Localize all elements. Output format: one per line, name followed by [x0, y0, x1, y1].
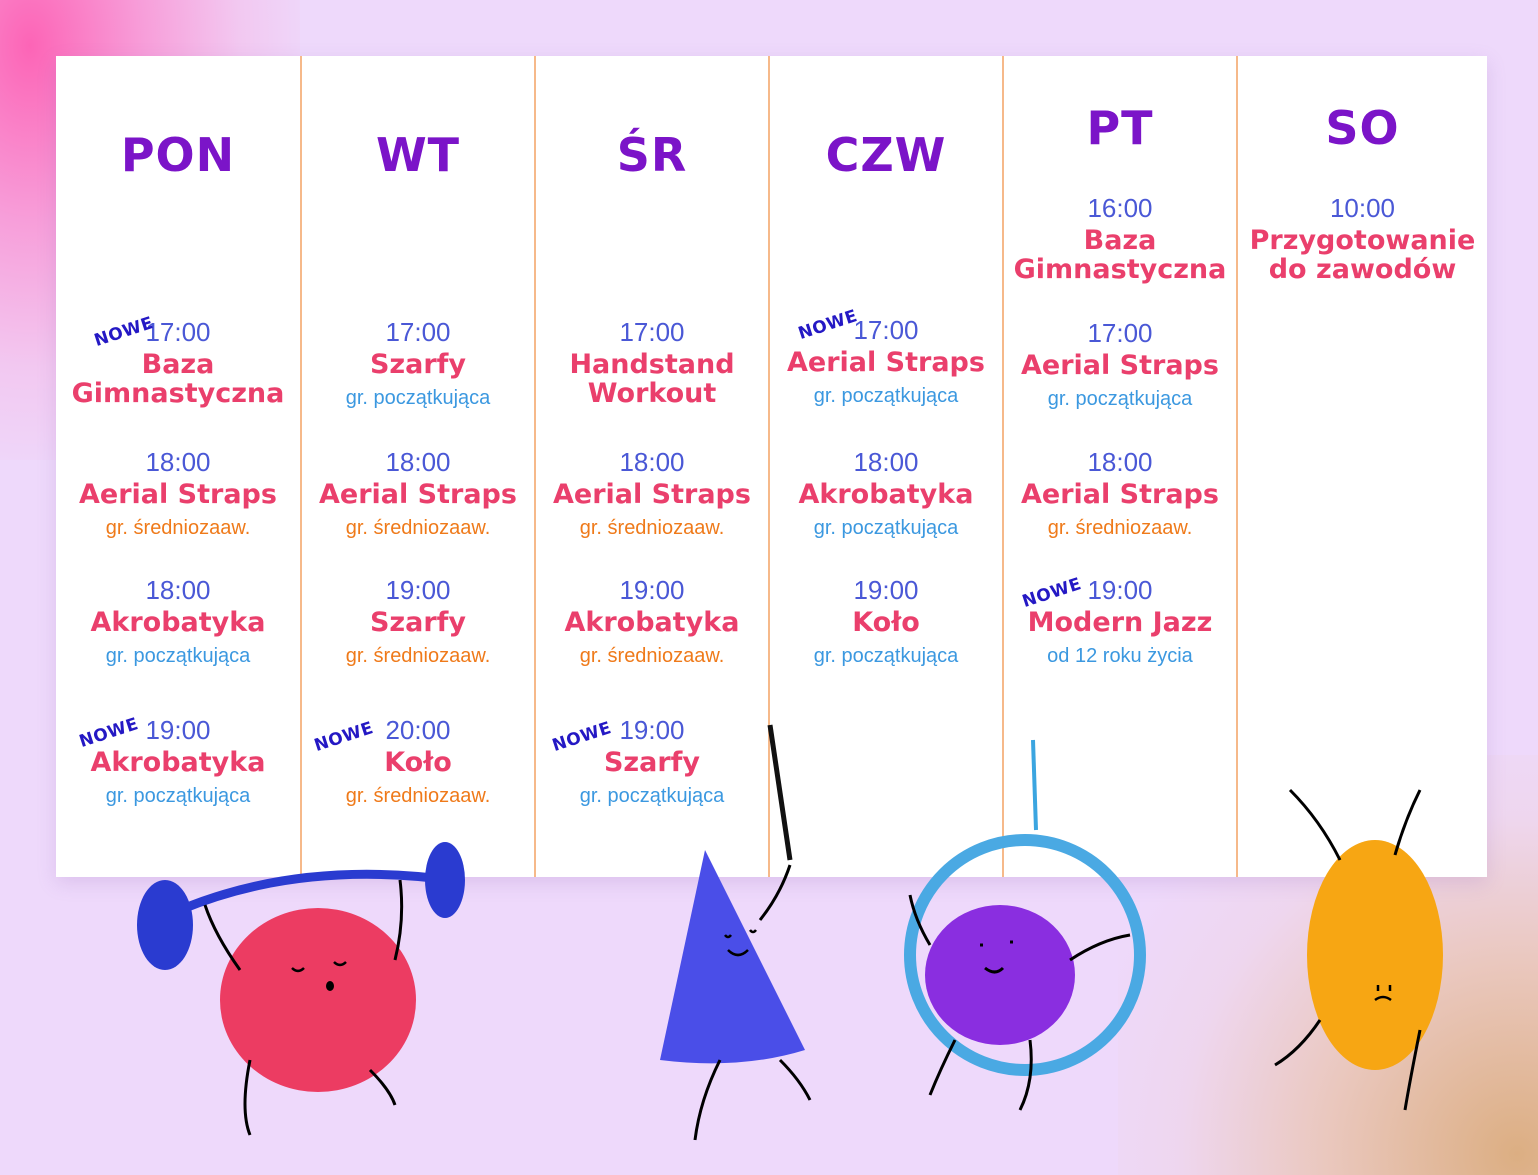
class-level: gr. średniozaaw.	[345, 785, 491, 807]
class-level: gr. początkująca	[105, 785, 251, 807]
class-slot: 17:00 Baza Gimnastyczna	[56, 318, 300, 408]
class-level: gr. średniozaaw.	[345, 517, 491, 539]
class-level: gr. początkująca	[579, 785, 725, 807]
aerial-hoop-illustration	[904, 739, 1146, 1111]
day-heading: SO	[1325, 101, 1400, 155]
class-level: gr. średniozaaw.	[579, 645, 725, 667]
class-slot: 18:00 Akrobatyka gr. początkująca	[56, 576, 300, 669]
class-name: Aerial Straps	[1021, 350, 1219, 381]
class-name: Koło	[384, 747, 452, 778]
class-level: gr. średniozaaw.	[579, 517, 725, 539]
class-time: 18:00	[145, 575, 211, 605]
class-name: Aerial Straps	[79, 479, 277, 510]
class-name: Aerial Straps	[1021, 479, 1219, 510]
class-time: 17:00	[853, 315, 919, 345]
handstand-illustration	[1274, 788, 1443, 1111]
class-slot: 19:00 Szarfy gr. średniozaaw.	[302, 576, 534, 669]
class-level: od 12 roku życia	[1047, 645, 1193, 667]
class-time: 17:00	[385, 317, 451, 347]
class-time: 19:00	[619, 575, 685, 605]
class-level: gr. początkująca	[345, 387, 491, 409]
class-name: Szarfy	[603, 747, 701, 778]
class-level: gr. początkująca	[813, 645, 959, 667]
class-slot: 18:00 Aerial Straps gr. średniozaaw.	[302, 448, 534, 541]
class-slot: 19:00 Koło gr. początkująca	[770, 576, 1002, 669]
class-name: Akrobatyka	[90, 607, 266, 638]
day-heading: ŚR	[616, 128, 688, 182]
class-slot: 19:00 Akrobatyka gr. średniozaaw.	[536, 576, 768, 669]
class-level: gr. początkująca	[813, 385, 959, 407]
class-level: gr. początkująca	[1047, 388, 1193, 410]
class-time: 18:00	[853, 447, 919, 477]
class-name: Koło	[852, 607, 920, 638]
class-name: Aerial Straps	[553, 479, 751, 510]
class-time: 10:00	[1329, 193, 1396, 223]
day-heading: PT	[1086, 101, 1154, 155]
class-time: 16:00	[1087, 193, 1153, 223]
class-slot: 18:00 Akrobatyka gr. początkująca	[770, 448, 1002, 541]
class-time: 19:00	[385, 575, 451, 605]
class-time: 17:00	[619, 317, 685, 347]
class-time: 18:00	[385, 447, 451, 477]
class-slot: 17:00 Aerial Straps gr. początkująca	[770, 316, 1002, 409]
class-name: Przygotowanie do zawodów	[1249, 225, 1476, 285]
class-level: gr. początkująca	[105, 645, 251, 667]
class-slot: 18:00 Aerial Straps gr. średniozaaw.	[56, 448, 300, 541]
class-slot: 17:00 Aerial Straps gr. początkująca	[1004, 319, 1236, 412]
class-name: Aerial Straps	[319, 479, 517, 510]
weightlifter-illustration	[137, 842, 465, 1136]
class-name: Aerial Straps	[787, 347, 985, 378]
class-slot: 17:00 Handstand Workout	[536, 318, 768, 408]
class-name: Modern Jazz	[1027, 607, 1213, 638]
class-slot: 19:00 Akrobatyka gr. początkująca	[56, 716, 300, 809]
class-name: Akrobatyka	[90, 747, 266, 778]
class-name: Baza Gimnastyczna	[71, 349, 285, 409]
class-name: Akrobatyka	[798, 479, 974, 510]
class-time: 17:00	[1087, 318, 1153, 348]
class-level: gr. średniozaaw.	[1047, 517, 1193, 539]
class-name: Szarfy	[369, 349, 467, 380]
day-column-1: WT 17:00 Szarfy gr. początkująca 18:00 Aerial…	[302, 56, 536, 877]
ribbon-dancer-illustration	[660, 724, 812, 1141]
class-time: 18:00	[145, 447, 211, 477]
class-slot: 10:00 Przygotowanie do zawodów	[1238, 194, 1487, 284]
class-level: gr. początkująca	[813, 517, 959, 539]
class-level: gr. średniozaaw.	[105, 517, 251, 539]
class-name: Baza Gimnastyczna	[1013, 225, 1227, 285]
class-time: 17:00	[145, 317, 211, 347]
class-time: 19:00	[619, 715, 685, 745]
class-time: 19:00	[145, 715, 211, 745]
class-slot: 18:00 Aerial Straps gr. średniozaaw.	[536, 448, 768, 541]
class-name: Szarfy	[369, 607, 467, 638]
class-time: 20:00	[385, 715, 451, 745]
class-slot: 19:00 Szarfy gr. początkująca	[536, 716, 768, 809]
class-slot: 20:00 Koło gr. średniozaaw.	[302, 716, 534, 809]
day-column-3: CZW 17:00 Aerial Straps gr. początkująca NOW…	[770, 56, 1004, 877]
class-slot: 19:00 Modern Jazz od 12 roku życia	[1004, 576, 1236, 669]
day-heading: PON	[120, 128, 236, 182]
day-heading: CZW	[825, 128, 947, 182]
class-name: Akrobatyka	[564, 607, 740, 638]
class-time: 18:00	[1087, 447, 1153, 477]
day-column-4: PT 16:00 Baza Gimnastyczna 17:00 Aerial Stra…	[1004, 56, 1238, 877]
class-slot: 17:00 Szarfy gr. początkująca	[302, 318, 534, 411]
class-slot: 16:00 Baza Gimnastyczna	[1004, 194, 1236, 284]
class-name: Handstand Workout	[569, 349, 735, 409]
class-time: 18:00	[619, 447, 685, 477]
class-time: 19:00	[853, 575, 919, 605]
class-level: gr. średniozaaw.	[345, 645, 491, 667]
class-slot: 18:00 Aerial Straps gr. średniozaaw.	[1004, 448, 1236, 541]
day-column-0: PON 17:00 Baza Gimnastyczna NOWE 18:00 Aerial…	[56, 56, 302, 877]
class-time: 19:00	[1087, 575, 1153, 605]
day-heading: WT	[375, 128, 461, 182]
day-column-2: ŚR 17:00 Handstand Workout 18:00 Aerial Stra…	[536, 56, 770, 877]
day-column-5: SO 10:00 Przygotowanie do zawodów	[1238, 56, 1487, 877]
